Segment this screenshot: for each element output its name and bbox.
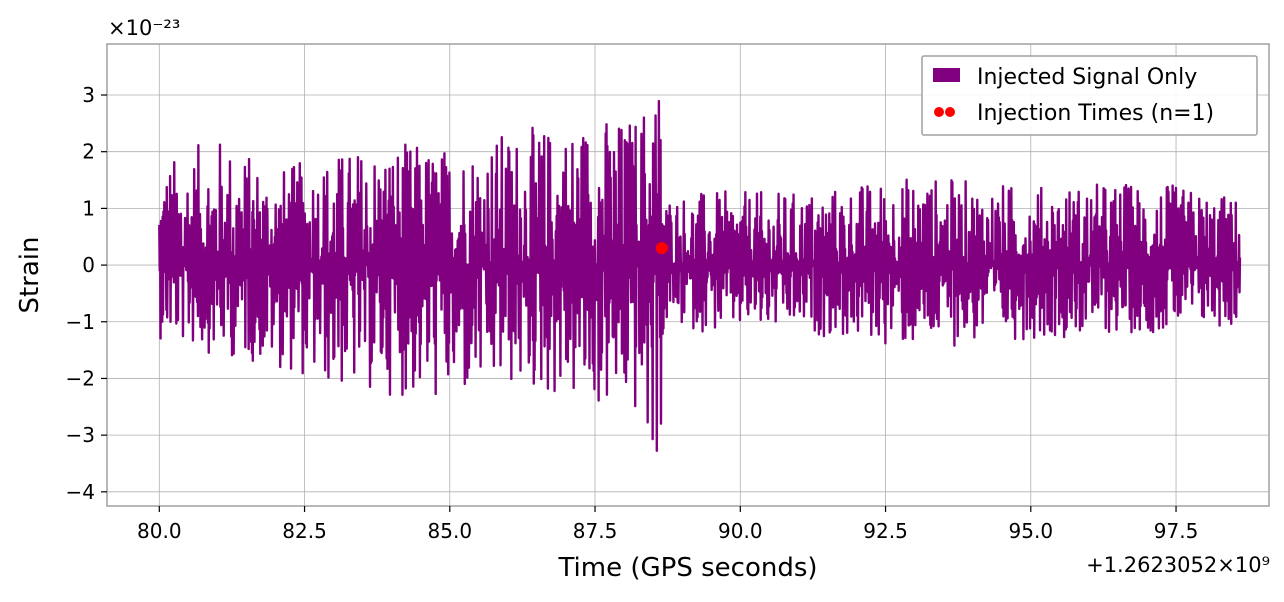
x-offset-label: +1.2623052×10⁹ — [1086, 553, 1270, 577]
y-tick-label: 3 — [82, 83, 95, 107]
plot-area — [158, 99, 1242, 452]
axes-frame — [106, 43, 1270, 507]
x-tick-label: 92.5 — [863, 519, 908, 543]
x-axis-label: Time (GPS seconds) — [557, 553, 817, 583]
y-tick-label: −4 — [66, 480, 95, 504]
y-tick-label: −1 — [66, 310, 95, 334]
legend-marker-injection-a — [934, 107, 944, 117]
x-tick-label: 97.5 — [1154, 519, 1199, 543]
x-tick-label: 80.0 — [137, 519, 182, 543]
y-tick-label: 1 — [82, 196, 95, 220]
legend-swatch-injected-signal — [933, 68, 960, 82]
y-tick-label: 2 — [82, 140, 95, 164]
y-tick-label: −2 — [66, 366, 95, 390]
ticks: 80.0 82.5 85.0 87.5 90.0 92.5 95.0 97.5 −4 −3 −2 −1… — [66, 83, 1199, 543]
x-tick-label: 90.0 — [718, 519, 763, 543]
y-tick-label: −3 — [66, 423, 95, 447]
legend-marker-injection-b — [945, 107, 955, 117]
y-scale-label: ×10⁻²³ — [108, 16, 180, 40]
injection-point — [655, 242, 668, 255]
x-tick-label: 87.5 — [573, 519, 618, 543]
signal-line — [158, 99, 1242, 452]
y-axis-label: Strain — [15, 236, 45, 313]
legend-box — [921, 55, 1258, 136]
x-tick-label: 85.0 — [428, 519, 473, 543]
y-tick-label: 0 — [82, 253, 95, 277]
x-tick-label: 82.5 — [282, 519, 327, 543]
legend-label-injection-times: Injection Times (n=1) — [977, 101, 1214, 126]
legend-label-injected-signal: Injected Signal Only — [977, 65, 1197, 90]
x-tick-label: 95.0 — [1009, 519, 1054, 543]
legend: Injected Signal Only Injection Times (n=… — [921, 55, 1258, 136]
